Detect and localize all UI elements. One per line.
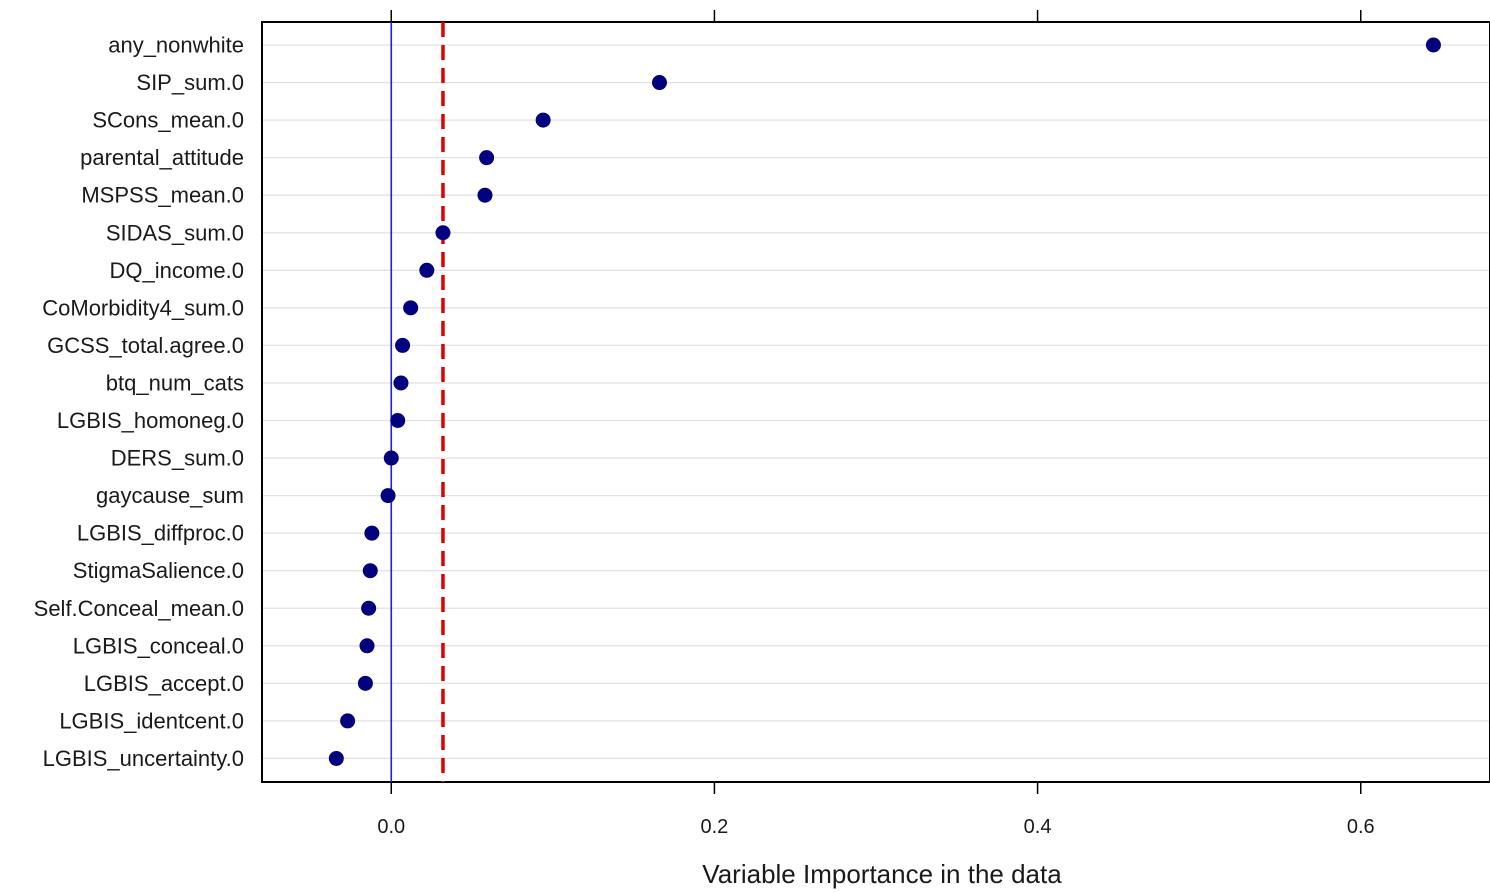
category-label: MSPSS_mean.0 (81, 183, 244, 208)
data-point (435, 225, 451, 241)
data-point (380, 488, 396, 504)
data-point (393, 375, 409, 391)
category-label: LGBIS_identcent.0 (59, 708, 244, 733)
reference-lines (390, 22, 445, 782)
x-axis-ticks: 0.0 0.2 0.4 0.6 (377, 10, 1375, 838)
category-label: CoMorbidity4_sum.0 (42, 295, 244, 320)
x-tick-label: 0.4 (1024, 816, 1052, 838)
data-point (419, 262, 435, 278)
x-tick-label: 0.0 (377, 816, 405, 838)
gridlines (262, 44, 1490, 760)
category-label: SCons_mean.0 (92, 108, 244, 133)
data-point (403, 300, 419, 316)
data-point (362, 563, 378, 579)
category-label: LGBIS_homoneg.0 (57, 408, 244, 433)
category-label: parental_attitude (80, 145, 244, 170)
category-labels: any_nonwhite SIP_sum.0 SCons_mean.0parenta… (34, 33, 244, 771)
data-points (328, 37, 1441, 766)
data-point (364, 525, 380, 541)
data-point (359, 638, 375, 654)
x-tick-label: 0.6 (1347, 816, 1375, 838)
data-point (651, 75, 667, 91)
data-point (477, 187, 493, 203)
category-label: LGBIS_conceal.0 (73, 633, 244, 658)
data-point (361, 600, 377, 616)
data-point (357, 675, 373, 691)
data-point (328, 750, 344, 766)
category-label: btq_num_cats (106, 370, 244, 395)
data-point (1425, 37, 1441, 53)
x-axis-title: Variable Importance in the data (702, 859, 1062, 889)
category-label: LGBIS_uncertainty.0 (43, 746, 244, 771)
category-label: LGBIS_diffproc.0 (77, 521, 244, 546)
category-label: any_nonwhite (108, 33, 244, 58)
data-point (479, 150, 495, 166)
data-point (383, 450, 399, 466)
category-label: SIP_sum.0 (136, 70, 244, 95)
category-label: StigmaSalience.0 (73, 558, 244, 583)
data-point (395, 337, 411, 353)
data-point (340, 713, 356, 729)
category-label: DERS_sum.0 (111, 446, 244, 471)
category-label: Self.Conceal_mean.0 (34, 596, 244, 621)
category-label: GCSS_total.agree.0 (47, 333, 244, 358)
data-point (535, 112, 551, 128)
category-label: LGBIS_accept.0 (84, 671, 244, 696)
category-label: DQ_income.0 (109, 258, 244, 283)
x-tick-label: 0.2 (701, 816, 729, 838)
data-point (390, 413, 406, 428)
category-label: gaycause_sum (96, 483, 244, 508)
plot-frame (261, 21, 1490, 783)
category-label: SIDAS_sum.0 (106, 220, 244, 245)
